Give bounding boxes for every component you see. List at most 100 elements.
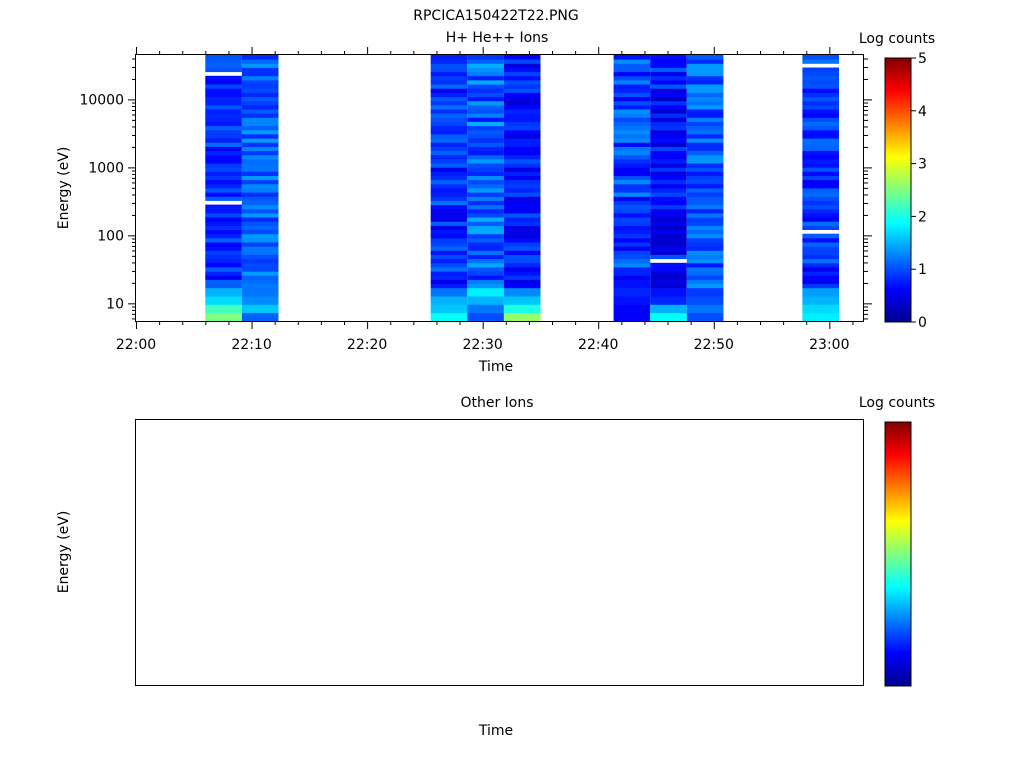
energy-bin-cell: [467, 304, 504, 309]
energy-bin-cell: [802, 154, 839, 160]
energy-bin-cell: [613, 134, 651, 139]
energy-bin-cell: [503, 142, 541, 147]
energy-bin-cell: [650, 138, 687, 143]
energy-bin-cell: [430, 84, 468, 89]
energy-bin-cell: [503, 283, 541, 289]
energy-bin-cell: [467, 55, 504, 60]
energy-bin-cell: [503, 163, 541, 168]
energy-bin-cell: [650, 217, 687, 222]
energy-bin-cell: [205, 75, 242, 81]
energy-bin-cell: [613, 104, 651, 110]
energy-bin-cell: [650, 296, 687, 301]
energy-bin-cell: [467, 183, 504, 189]
energy-bin-cell: [802, 175, 839, 181]
energy-bin-cell: [503, 312, 541, 318]
energy-bin-cell: [686, 192, 724, 197]
energy-bin-cell: [241, 79, 279, 85]
energy-bin-cell: [205, 225, 242, 230]
energy-bin-cell: [467, 109, 504, 114]
energy-bin-cell: [241, 183, 279, 189]
energy-bin-cell: [802, 283, 839, 289]
energy-bin-cell: [613, 138, 651, 143]
energy-bin-cell: [205, 271, 242, 276]
energy-bin-cell: [613, 192, 651, 197]
energy-bin-cell: [613, 188, 651, 193]
energy-bin-cell: [613, 129, 651, 135]
energy-bin-cell: [467, 79, 504, 85]
energy-bin-cell: [503, 221, 541, 226]
energy-bin-cell: [205, 250, 242, 255]
energy-bin-cell: [650, 113, 687, 118]
energy-bin-cell: [686, 138, 724, 143]
energy-sweep-column: [613, 55, 651, 322]
energy-bin-cell: [205, 142, 242, 147]
energy-bin-cell: [802, 204, 839, 210]
energy-bin-cell: [613, 179, 651, 185]
energy-bin-cell: [613, 63, 651, 68]
energy-sweep-column: [430, 55, 468, 322]
energy-bin-cell: [430, 100, 468, 106]
energy-bin-cell: [205, 204, 242, 210]
energy-bin-cell: [467, 146, 504, 151]
energy-bin-cell: [205, 296, 242, 301]
energy-bin-cell: [467, 291, 504, 297]
energy-bin-cell: [467, 212, 504, 218]
panel-title: Other Ions: [460, 395, 533, 411]
energy-bin-cell: [467, 200, 504, 206]
energy-bin-cell: [205, 154, 242, 160]
energy-bin-cell: [467, 287, 504, 293]
energy-bin-cell: [241, 129, 279, 135]
energy-bin-cell: [467, 138, 504, 143]
colorbar-gradient: [884, 57, 912, 323]
energy-bin-cell: [802, 158, 839, 164]
energy-bin-cell: [802, 121, 839, 127]
energy-bin-cell: [503, 271, 541, 276]
energy-bin-cell: [650, 84, 687, 89]
energy-bin-cell: [650, 283, 687, 289]
energy-bin-cell: [205, 267, 242, 272]
time-axis: 22:00 22:10 22:20 22:30 22:40 22:50 23:00: [116, 47, 854, 353]
energy-bin-cell: [430, 104, 468, 110]
energy-bin-cell: [205, 212, 242, 218]
energy-bin-cell: [802, 100, 839, 106]
energy-bin-cell: [802, 92, 839, 97]
energy-bin-cell: [241, 100, 279, 106]
energy-bin-cell: [650, 188, 687, 193]
energy-bin-cell: [650, 287, 687, 293]
energy-bin-cell: [650, 300, 687, 305]
energy-bin-cell: [241, 113, 279, 118]
energy-bin-cell: [650, 129, 687, 135]
energy-bin-cell: [802, 134, 839, 139]
energy-bin-cell: [686, 183, 724, 189]
colorbar-label: Log counts: [859, 31, 935, 47]
energy-bin-cell: [430, 163, 468, 168]
colorbar: [884, 421, 912, 687]
energy-bin-cell: [241, 212, 279, 218]
energy-bin-cell: [205, 88, 242, 93]
colorbar: 0 1 2 3 4 5: [884, 51, 927, 331]
plot-frame: [135, 419, 864, 686]
energy-bin-cell: [241, 158, 279, 164]
energy-bin-cell: [241, 262, 279, 268]
energy-bin-cell: [467, 217, 504, 222]
energy-bin-cell: [205, 163, 242, 168]
energy-bin-cell: [686, 113, 724, 118]
energy-bin-cell: [686, 55, 724, 60]
energy-bin-cell: [241, 200, 279, 206]
energy-bin-cell: [802, 104, 839, 110]
energy-bin-cell: [241, 196, 279, 201]
energy-bin-cell: [686, 88, 724, 93]
energy-bin-cell: [503, 129, 541, 135]
y-tick-label: 10: [106, 296, 124, 312]
energy-bin-cell: [430, 113, 468, 118]
energy-bin-cell: [205, 258, 242, 264]
energy-bin-cell: [503, 242, 541, 247]
energy-bin-cell: [686, 233, 724, 239]
energy-bin-cell: [430, 300, 468, 305]
energy-bin-cell: [686, 96, 724, 102]
energy-bin-cell: [503, 250, 541, 255]
energy-bin-cell: [205, 300, 242, 305]
energy-bin-cell: [430, 212, 468, 218]
energy-bin-cell: [686, 283, 724, 289]
energy-bin-cell: [503, 134, 541, 139]
